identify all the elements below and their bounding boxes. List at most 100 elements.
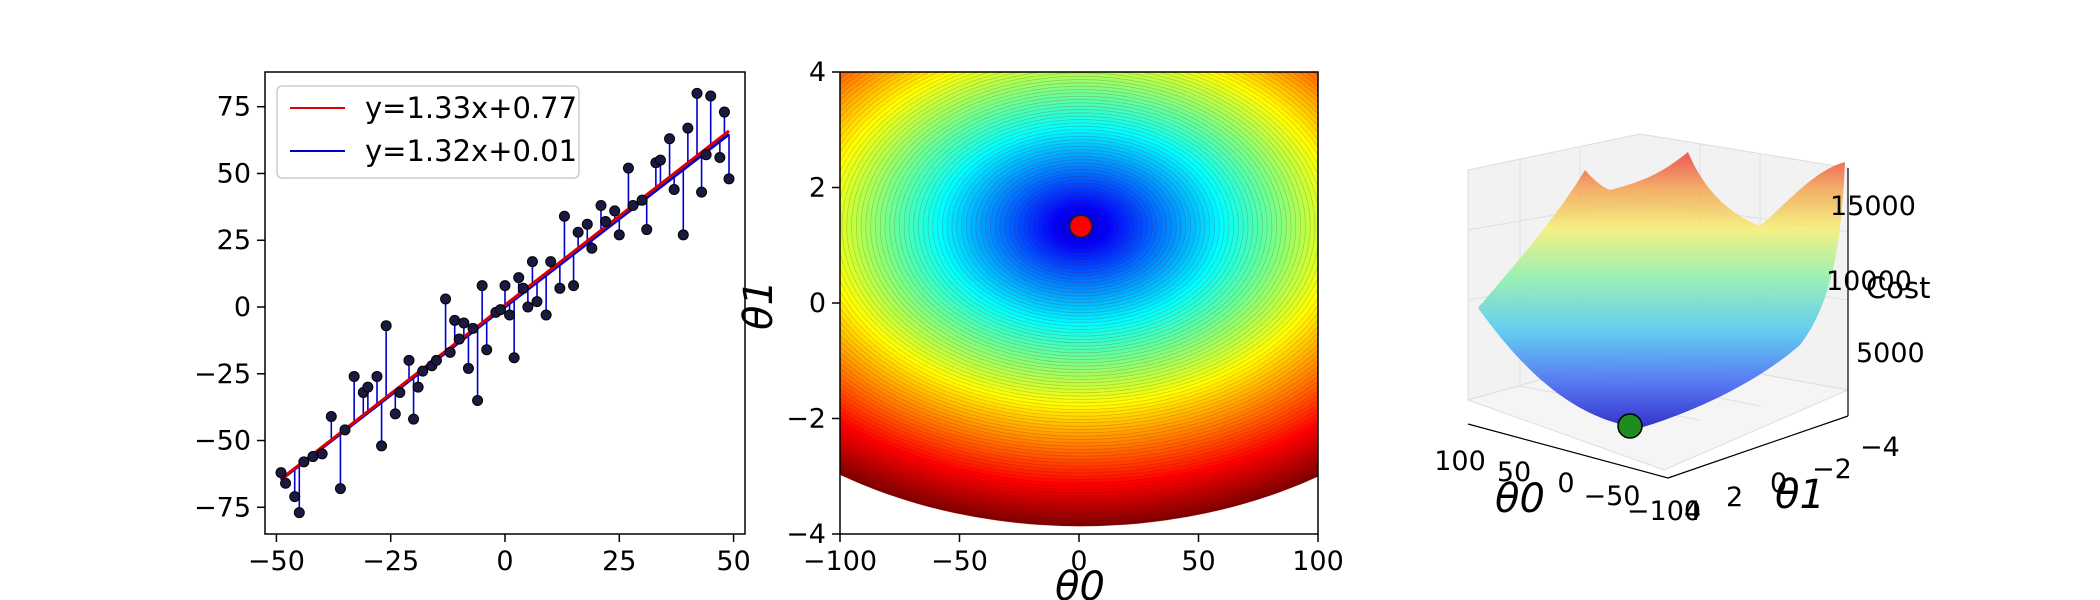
- y-tick-label: 0: [809, 288, 826, 319]
- scatter-x-ticks: −50 −25 0 25 50: [248, 534, 751, 577]
- surface-x-tick: −100: [1627, 496, 1701, 527]
- y-tick-label: 4: [809, 57, 826, 88]
- data-point: [613, 229, 625, 241]
- data-point: [517, 282, 529, 294]
- data-point: [654, 154, 666, 166]
- surface-y-tick: 0: [1770, 468, 1787, 499]
- data-point: [472, 394, 484, 406]
- data-point: [504, 309, 516, 321]
- y-tick-label: −2: [786, 404, 826, 435]
- data-point: [298, 456, 310, 468]
- data-point: [334, 483, 346, 495]
- y-tick-label: 75: [217, 92, 251, 123]
- data-point: [394, 386, 406, 398]
- data-point: [453, 333, 465, 345]
- data-point: [705, 90, 717, 102]
- contour-y-ticks: −4 −2 0 2 4: [786, 57, 840, 550]
- data-points: [275, 87, 735, 519]
- data-point: [430, 354, 442, 366]
- surface-minimum-marker: [1617, 413, 1643, 439]
- x-tick-label: −50: [931, 546, 988, 577]
- data-point: [408, 413, 420, 425]
- surface-panel: 100 50 0 −50 −100 −4 −2 0 2 4 5000 10000…: [1434, 133, 1930, 527]
- data-point: [481, 344, 493, 356]
- x-tick-label: 100: [1292, 546, 1344, 577]
- data-point: [371, 370, 383, 382]
- y-tick-label: −75: [194, 492, 251, 523]
- theta-zero-symbol: θ0: [1055, 564, 1105, 600]
- data-point: [545, 256, 557, 268]
- fit-line-red: [280, 129, 730, 481]
- data-point: [723, 173, 735, 185]
- data-point: [499, 280, 511, 292]
- contour-rings: [840, 72, 1318, 527]
- surface-z-label: Cost: [1866, 271, 1930, 305]
- data-point: [462, 362, 474, 374]
- data-point: [581, 218, 593, 230]
- surface-y-tick: 4: [1684, 496, 1701, 527]
- contour-y-label: θ1: [736, 280, 782, 330]
- data-point: [558, 210, 570, 222]
- x-tick-label: 0: [496, 546, 513, 577]
- data-point: [494, 304, 506, 316]
- data-point: [600, 216, 612, 228]
- data-point: [595, 200, 607, 212]
- data-point: [376, 440, 388, 452]
- surface-y-label: θ1: [1775, 472, 1825, 518]
- scatter-y-ticks: −75 −50 −25 0 25 50 75: [194, 92, 265, 523]
- cost-surface: [1478, 152, 1845, 428]
- data-point: [275, 467, 287, 479]
- contour-panel: −100 −50 0 50 100 −4 −2 0 2 4 θ0 θ1: [736, 57, 1344, 600]
- data-point: [714, 151, 726, 163]
- data-point: [403, 354, 415, 366]
- data-point: [458, 317, 470, 329]
- data-point: [718, 106, 730, 118]
- data-point: [568, 280, 580, 292]
- surface-z-tick: 10000: [1826, 266, 1912, 297]
- data-point: [362, 381, 374, 393]
- data-point: [325, 410, 337, 422]
- data-point: [449, 314, 461, 326]
- scatter-panel: −50 −25 0 25 50 −75 −50 −25 0 25 50 75 y=1.33x+0.7…: [194, 71, 751, 577]
- data-point: [700, 149, 712, 161]
- contour-x-ticks: −100 −50 0 50 100: [803, 534, 1344, 577]
- x-tick-label: 0: [1070, 546, 1087, 577]
- data-point: [417, 365, 429, 377]
- data-point: [682, 122, 694, 134]
- data-point: [348, 370, 360, 382]
- data-point: [526, 256, 538, 268]
- x-tick-label: 25: [602, 546, 636, 577]
- data-point: [307, 451, 319, 463]
- data-point: [641, 224, 653, 236]
- x-tick-label: −100: [803, 546, 877, 577]
- legend-label-red: y=1.33x+0.77: [365, 91, 577, 125]
- data-point: [316, 448, 328, 460]
- y-tick-label: 25: [217, 225, 251, 256]
- data-point: [513, 272, 525, 284]
- y-tick-label: 2: [809, 173, 826, 204]
- y-tick-label: −50: [194, 426, 251, 457]
- data-point: [691, 87, 703, 99]
- y-tick-label: 0: [234, 292, 251, 323]
- surface-z-tick: 15000: [1830, 191, 1916, 222]
- y-tick-label: 50: [217, 158, 251, 189]
- surface-x-tick: −50: [1584, 481, 1641, 512]
- theta-one-symbol: θ1: [736, 280, 782, 330]
- data-point: [467, 322, 479, 334]
- surface-x-tick: 0: [1557, 468, 1574, 499]
- data-point: [677, 229, 689, 241]
- x-tick-label: 50: [1181, 546, 1215, 577]
- data-point: [636, 194, 648, 206]
- legend-box: [276, 85, 580, 179]
- data-point: [444, 346, 456, 358]
- legend: y=1.33x+0.77 y=1.32x+0.01: [276, 85, 580, 179]
- data-point: [609, 205, 621, 217]
- surface-x-tick: 100: [1434, 446, 1486, 477]
- legend-label-blue: y=1.32x+0.01: [365, 134, 577, 168]
- data-point: [522, 301, 534, 313]
- data-point: [293, 507, 305, 519]
- data-point: [339, 424, 351, 436]
- data-point: [627, 200, 639, 212]
- data-point: [280, 477, 292, 489]
